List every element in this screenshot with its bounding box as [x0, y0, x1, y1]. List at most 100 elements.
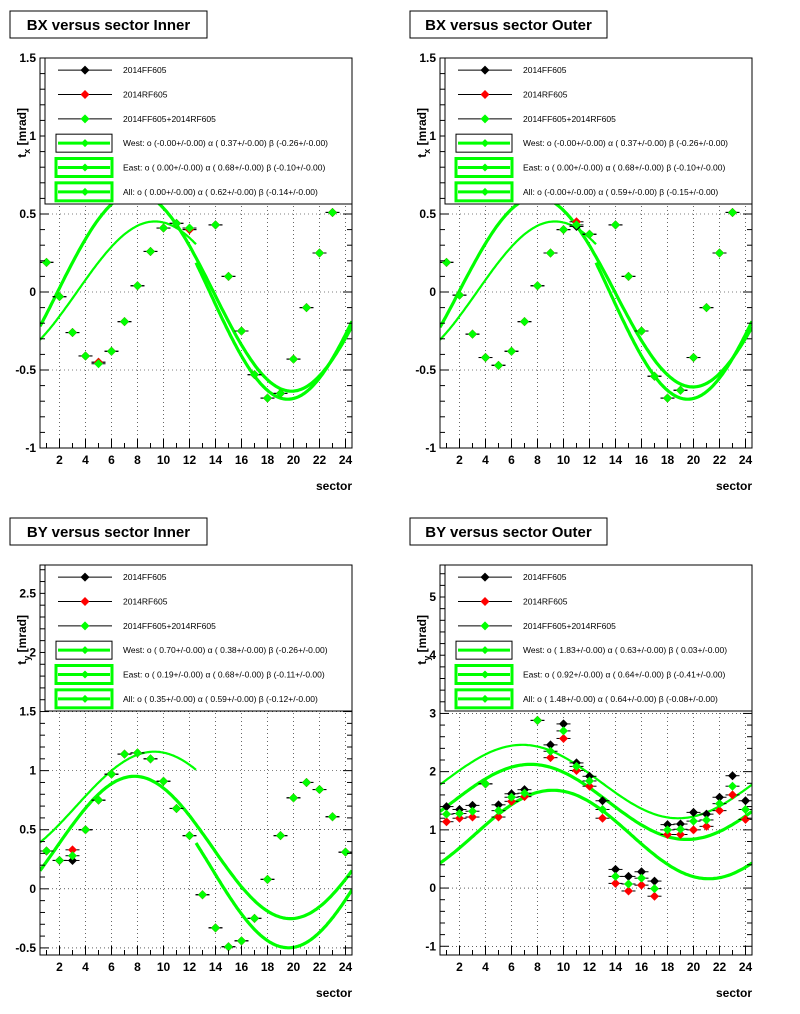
data-point [546, 753, 555, 763]
legend-label: 2014FF605+2014RF605 [523, 621, 616, 631]
data-point [598, 804, 607, 814]
data-point [481, 779, 490, 789]
data-point [42, 846, 51, 856]
data-point [624, 886, 633, 896]
legend-label: 2014FF605 [523, 572, 567, 582]
x-axis-title: sector [316, 986, 352, 1000]
x-tick-label: 22 [313, 453, 327, 467]
x-tick-label: 20 [287, 960, 301, 974]
legend-marker [480, 597, 490, 606]
y-tick-label: 0 [29, 882, 36, 896]
x-tick-label: 22 [713, 960, 727, 974]
legend-label: 2014FF605 [523, 65, 567, 75]
y-tick-label: 2 [29, 645, 36, 659]
data-point [637, 873, 646, 883]
x-tick-label: 14 [209, 453, 223, 467]
data-point [94, 359, 103, 369]
x-tick-label: 24 [339, 453, 353, 467]
legend-label: All: o ( 0.35+/-0.00) α ( 0.59+/-0.00) β… [123, 694, 318, 704]
data-point [328, 207, 337, 217]
data-point [494, 806, 503, 816]
data-point [68, 851, 77, 861]
title-box [409, 517, 608, 546]
data-point [315, 785, 324, 795]
y-axis-symbol: t [415, 154, 429, 158]
data-point [302, 303, 311, 313]
legend-fit-box [55, 640, 113, 660]
fit-curve-west [40, 750, 197, 844]
data-point [663, 393, 672, 403]
data-point [185, 831, 194, 841]
data-point [650, 891, 659, 901]
data-point [94, 795, 103, 805]
data-point [611, 220, 620, 230]
x-tick-label: 8 [534, 960, 541, 974]
data-point [728, 207, 737, 217]
y-tick-label: 1.5 [419, 51, 436, 65]
y-tick-label: 5 [429, 590, 436, 604]
y-tick-label: 1 [429, 823, 436, 837]
x-tick-label: 18 [661, 960, 675, 974]
x-tick-label: 18 [661, 453, 675, 467]
data-point [663, 820, 672, 830]
data-point [702, 815, 711, 825]
data-point [107, 346, 116, 356]
data-point [572, 761, 581, 771]
legend-label: East: o ( 0.19+/-0.00) α ( 0.68+/-0.00) … [123, 670, 325, 680]
legend-marker [481, 163, 489, 172]
y-tick-label: 0.5 [419, 207, 436, 221]
legend-marker [80, 572, 90, 582]
legend-marker [81, 139, 89, 148]
data-point [494, 360, 503, 370]
legend-label: 2014FF605 [123, 65, 167, 75]
x-tick-label: 4 [482, 453, 489, 467]
y-tick-label: 0 [29, 285, 36, 299]
data-point [81, 825, 90, 835]
y-tick-label: 1.5 [19, 705, 36, 719]
x-tick-label: 16 [635, 960, 649, 974]
x-axis-title: sector [716, 479, 752, 493]
legend-label: 2014RF605 [523, 597, 568, 607]
data-point [637, 326, 646, 336]
x-tick-label: 2 [456, 453, 463, 467]
y-tick-label: 0.5 [19, 823, 36, 837]
x-tick-label: 2 [456, 960, 463, 974]
y-tick-label: 1 [29, 129, 36, 143]
title-box [409, 10, 608, 39]
x-tick-label: 12 [183, 960, 197, 974]
legend-fit-box [54, 664, 114, 685]
title-box [9, 517, 208, 546]
data-point [55, 855, 64, 865]
data-point [611, 878, 620, 888]
y-axis-symbol: t [15, 154, 29, 158]
legend-fit-box [54, 181, 114, 203]
data-point [68, 845, 77, 855]
data-point [741, 796, 750, 806]
data-point [507, 792, 516, 802]
legend-marker [80, 114, 90, 124]
data-point [663, 825, 672, 835]
legend-label: West: o ( 1.83+/-0.00) α ( 0.63+/-0.00) … [523, 645, 727, 655]
legend-label: West: o ( 0.70+/-0.00) α ( 0.38+/-0.00) … [123, 645, 328, 655]
data-point [159, 776, 168, 786]
data-point [224, 942, 233, 952]
x-tick-label: 12 [583, 960, 597, 974]
x-tick-label: 14 [209, 960, 223, 974]
data-point [250, 370, 259, 380]
x-tick-label: 18 [261, 960, 275, 974]
legend-label: All: o (-0.00+/-0.00) α ( 0.59+/-0.00) β… [523, 187, 718, 197]
legend-marker [480, 572, 490, 582]
legend-marker [81, 694, 89, 703]
data-point [585, 776, 594, 786]
fit-curve-west [440, 743, 752, 820]
y-axis-title: tx [mrad] [15, 108, 32, 158]
data-point [546, 248, 555, 258]
legend-fit-box [455, 133, 513, 153]
y-tick-label: 2 [429, 765, 436, 779]
data-point [559, 225, 568, 235]
data-point [689, 825, 698, 835]
legend-fit-box [54, 688, 114, 710]
data-point [133, 748, 142, 758]
y-tick-label: 1.5 [19, 51, 36, 65]
y-tick-label: 0 [429, 285, 436, 299]
